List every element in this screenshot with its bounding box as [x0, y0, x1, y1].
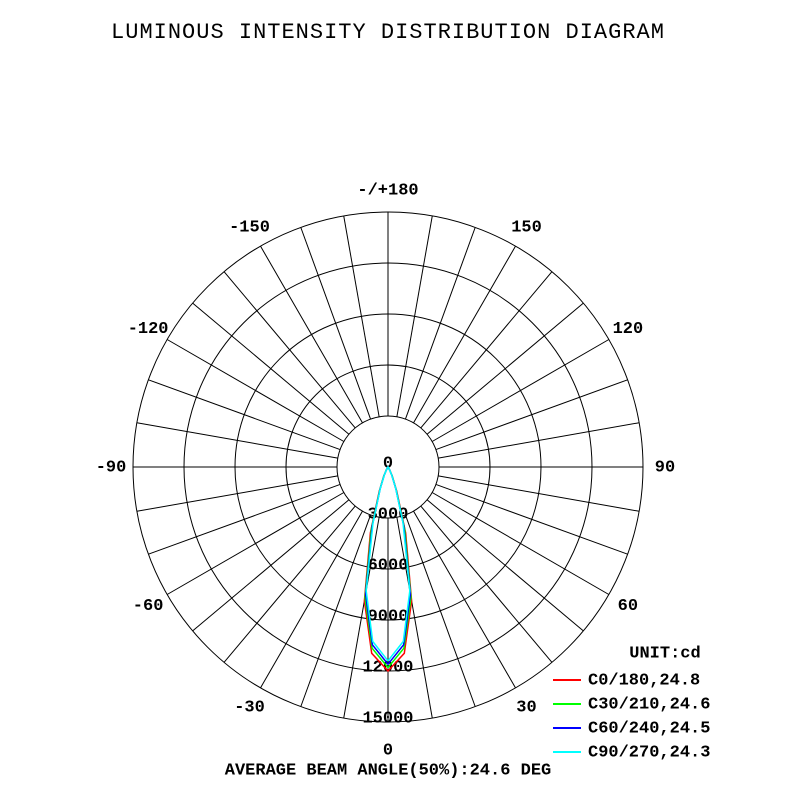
- grid-spoke: [420, 271, 553, 429]
- r-tick-label: 9000: [368, 607, 409, 626]
- legend-label: C30/210,24.6: [588, 695, 710, 714]
- grid-spoke: [431, 339, 610, 442]
- r-tick-label: 3000: [368, 505, 409, 524]
- grid-spoke: [300, 514, 372, 707]
- grid-spoke: [148, 379, 341, 451]
- r-tick-label: 6000: [368, 556, 409, 575]
- grid-spoke: [426, 499, 584, 632]
- grid-spoke: [438, 475, 640, 512]
- grid-spoke: [438, 422, 640, 459]
- grid-spoke: [192, 499, 350, 632]
- grid-spoke: [343, 215, 380, 417]
- angle-tick-label: -150: [229, 219, 270, 238]
- grid-spoke: [431, 492, 610, 595]
- legend-label: C90/270,24.3: [588, 743, 710, 762]
- legend-label: C0/180,24.8: [588, 671, 700, 690]
- angle-tick-label: 90: [655, 458, 675, 477]
- grid-spoke: [426, 302, 584, 435]
- grid-spoke: [396, 215, 433, 417]
- grid-spoke: [192, 302, 350, 435]
- r-tick-label: 0: [383, 454, 393, 473]
- unit-label: UNIT:cd: [629, 644, 700, 663]
- angle-tick-label: -90: [96, 458, 127, 477]
- grid-spoke: [223, 271, 356, 429]
- chart-title: LUMINOUS INTENSITY DISTRIBUTION DIAGRAM: [111, 20, 665, 45]
- grid-spoke: [404, 514, 476, 707]
- angle-tick-label: 0: [383, 741, 393, 760]
- angle-tick-label: 60: [618, 597, 638, 616]
- intensity-curve: [365, 465, 411, 663]
- grid-spoke: [343, 517, 380, 719]
- grid-spoke: [413, 510, 516, 689]
- angle-tick-label: -120: [128, 320, 169, 339]
- grid-spoke: [136, 422, 338, 459]
- grid-spoke: [404, 227, 476, 420]
- angle-tick-label: 120: [613, 320, 644, 339]
- grid-spoke: [413, 245, 516, 424]
- angle-tick-label: 30: [516, 698, 536, 717]
- grid-spoke: [260, 245, 363, 424]
- angle-tick-label: -30: [234, 698, 265, 717]
- footer: AVERAGE BEAM ANGLE(50%):24.6 DEG: [225, 761, 551, 780]
- grid-spoke: [300, 227, 372, 420]
- angle-tick-label: -/+180: [357, 181, 418, 200]
- grid-spoke: [136, 475, 338, 512]
- grid-spoke: [435, 483, 628, 555]
- grid-spoke: [260, 510, 363, 689]
- legend-label: C60/240,24.5: [588, 719, 710, 738]
- angle-tick-label: 150: [511, 219, 542, 238]
- grid-spoke: [435, 379, 628, 451]
- grid-spoke: [396, 517, 433, 719]
- grid-spoke: [148, 483, 341, 555]
- angle-tick-label: -60: [133, 597, 164, 616]
- grid-spoke: [166, 492, 345, 595]
- r-tick-label: 15000: [362, 709, 413, 728]
- grid-spoke: [420, 505, 553, 663]
- grid-spoke: [223, 505, 356, 663]
- grid-spoke: [166, 339, 345, 442]
